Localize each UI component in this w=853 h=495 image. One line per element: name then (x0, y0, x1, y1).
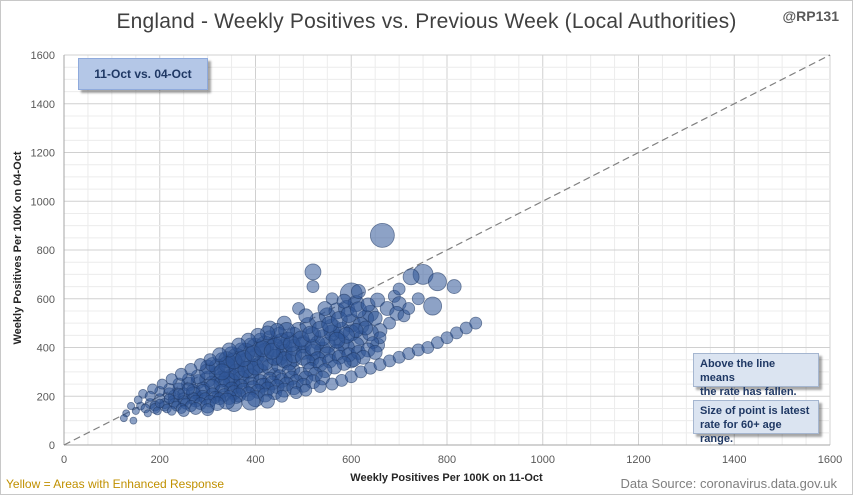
chart-title: England - Weekly Positives vs. Previous … (116, 10, 737, 33)
data-point (428, 272, 447, 292)
data-point (306, 280, 320, 293)
data-point (446, 279, 462, 294)
x-tick-label: 1000 (531, 454, 555, 466)
point-size-note: Size of point is latest rate for 60+ age… (693, 400, 819, 445)
data-point (411, 292, 425, 306)
data-point (177, 404, 190, 417)
data-point (213, 363, 231, 381)
y-tick-label: 1200 (31, 148, 55, 160)
data-point (328, 331, 346, 349)
data-point (166, 406, 177, 416)
data-point (369, 222, 395, 248)
point-size-text-1: Size of point is latest (700, 405, 810, 417)
x-tick-label: 400 (246, 454, 264, 466)
data-point (469, 316, 483, 330)
data-point (299, 383, 313, 397)
x-tick-label: 1400 (722, 454, 746, 466)
x-axis-label: Weekly Positives Per 100K on 11-Oct (350, 472, 543, 484)
data-point (392, 282, 406, 296)
data-point (165, 373, 178, 386)
data-point (402, 302, 416, 315)
data-point (133, 395, 143, 405)
data-point (317, 301, 333, 316)
y-tick-label: 800 (37, 245, 55, 257)
data-point (119, 414, 128, 423)
data-point (156, 378, 168, 390)
data-point (383, 316, 396, 330)
data-point (189, 402, 203, 415)
data-point (298, 308, 314, 324)
data-point (402, 268, 420, 286)
y-tick-label: 1400 (31, 99, 55, 111)
point-size-text-2: rate for 60+ age range. (700, 419, 782, 445)
author-handle: @RP131 (782, 8, 839, 24)
y-tick-label: 0 (49, 440, 55, 452)
data-point (241, 391, 261, 411)
x-tick-label: 200 (151, 454, 169, 466)
data-point (163, 393, 175, 405)
data-point (260, 393, 275, 409)
data-point (152, 406, 162, 416)
data-point (143, 409, 152, 418)
data-point (304, 263, 322, 281)
date-comparison-box: 11-Oct vs. 04-Oct (78, 58, 208, 90)
x-tick-label: 600 (342, 454, 360, 466)
data-point (131, 406, 140, 415)
y-axis-label: Weekly Positives Per 100K on 04-Oct (12, 151, 24, 345)
data-point (367, 310, 383, 326)
data-point (423, 296, 443, 316)
x-tick-label: 1200 (626, 454, 650, 466)
y-tick-label: 600 (37, 294, 55, 306)
data-point (275, 389, 289, 403)
data-point (209, 396, 225, 411)
data-point (351, 284, 366, 299)
line-meaning-text-1: Above the line means (700, 358, 776, 384)
y-tick-label: 1000 (31, 196, 55, 208)
data-point (182, 382, 195, 396)
x-tick-label: 800 (438, 454, 456, 466)
y-tick-label: 400 (37, 343, 55, 355)
line-meaning-note: Above the line means the rate has fallen… (693, 353, 819, 398)
enhanced-response-note: Yellow = Areas with Enhanced Response (6, 477, 225, 491)
date-comparison-label: 11-Oct vs. 04-Oct (94, 67, 192, 81)
data-point (336, 293, 352, 309)
data-source: Data Source: coronavirus.data.gov.uk (620, 476, 837, 491)
x-tick-label: 0 (61, 454, 67, 466)
x-tick-label: 1600 (818, 454, 842, 466)
tick-labels: 0 200 400 600 800 1000 1200 1400 1600 0 200 400 600 8… (31, 50, 843, 466)
data-point (127, 401, 136, 410)
data-point (129, 416, 138, 425)
y-tick-label: 1600 (31, 50, 55, 62)
data-point (172, 387, 185, 400)
data-point (201, 403, 215, 417)
axes (63, 55, 830, 446)
data-point (144, 390, 156, 402)
line-meaning-text-2: the rate has fallen. (700, 386, 797, 398)
data-points (119, 222, 483, 425)
y-tick-label: 200 (37, 391, 55, 403)
data-point (174, 367, 188, 381)
data-point (313, 380, 327, 393)
data-point (370, 292, 385, 308)
